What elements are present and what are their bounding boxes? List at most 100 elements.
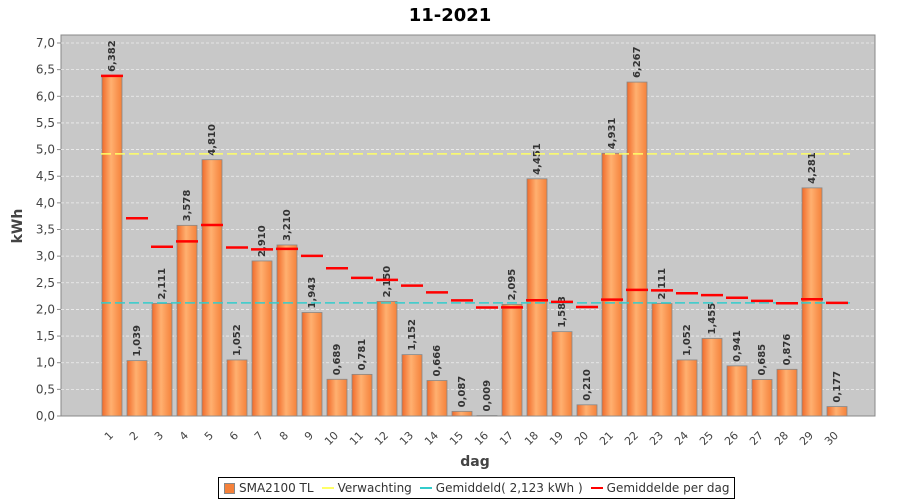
legend-label: Gemiddeld( 2,123 kWh ) (435, 481, 583, 495)
y-tick-label: 6,0 (36, 89, 55, 103)
legend-label: SMA2100 TL (239, 481, 314, 495)
data-label: 0,781 (357, 339, 368, 371)
x-tick-label: 9 (302, 429, 316, 443)
data-label: 1,943 (307, 277, 318, 309)
y-axis-label: kWh (10, 209, 26, 244)
data-label: 0,689 (332, 344, 343, 376)
data-label: 2,095 (507, 269, 518, 301)
bar-day-21 (601, 152, 623, 417)
bar-day-25 (701, 338, 723, 417)
y-tick-label: 7,0 (36, 36, 55, 50)
data-label: 2,111 (657, 268, 668, 300)
legend-label: Verwachting (337, 481, 412, 495)
y-tick-label: 6,5 (36, 63, 55, 77)
data-label: 2,150 (382, 266, 393, 298)
bar-day-16 (476, 415, 498, 417)
y-tick-label: 3,5 (36, 223, 55, 237)
y-tick-label: 4,5 (36, 169, 55, 183)
bar-day-23 (651, 303, 673, 417)
bar-day-22 (626, 81, 648, 417)
bar-day-20 (576, 404, 598, 417)
x-tick-label: 6 (227, 429, 241, 443)
bar-day-1 (101, 75, 123, 417)
y-tick-label: 0,0 (36, 409, 55, 423)
x-tick-label: 22 (622, 429, 641, 448)
y-tick-label: 1,5 (36, 329, 55, 343)
data-label: 6,382 (107, 40, 118, 72)
data-label: 0,177 (832, 371, 843, 403)
x-tick-label: 21 (597, 429, 616, 448)
bar-day-11 (351, 373, 373, 417)
data-label: 1,455 (707, 303, 718, 335)
bar-day-17 (501, 303, 523, 417)
bar-day-27 (751, 379, 773, 417)
legend-item-average: Gemiddeld( 2,123 kWh ) (419, 481, 583, 495)
data-label: 0,876 (782, 334, 793, 366)
x-tick-label: 11 (347, 429, 366, 448)
data-label: 0,210 (582, 369, 593, 401)
data-label: 1,052 (232, 324, 243, 356)
y-tick-label: 1,0 (36, 356, 55, 370)
y-tick-label: 0,5 (36, 382, 55, 396)
bar-day-9 (301, 312, 323, 417)
x-tick-label: 27 (747, 429, 766, 448)
y-tick-label: 2,5 (36, 276, 55, 290)
bar-day-3 (151, 303, 173, 417)
data-label: 1,583 (557, 296, 568, 328)
x-tick-label: 23 (647, 429, 666, 448)
data-label: 4,281 (807, 152, 818, 184)
data-label: 0,685 (757, 344, 768, 376)
bar-day-19 (551, 331, 573, 417)
data-label: 0,087 (457, 376, 468, 408)
bar-day-24 (676, 359, 698, 417)
legend-swatch-average (419, 487, 432, 489)
x-tick-label: 14 (422, 429, 441, 448)
legend-swatch-bars (224, 482, 235, 494)
y-tick-label: 2,0 (36, 302, 55, 316)
data-label: 1,039 (132, 325, 143, 357)
x-tick-label: 3 (152, 429, 166, 443)
bar-day-4 (176, 224, 198, 417)
bar-day-29 (801, 187, 823, 417)
legend-swatch-daily-average (590, 487, 603, 489)
bar-day-10 (326, 378, 348, 417)
data-label: 3,210 (282, 209, 293, 241)
bar-day-8 (276, 244, 298, 417)
x-tick-label: 16 (472, 429, 491, 448)
data-label: 0,009 (482, 380, 493, 412)
legend-item-daily-average: Gemiddelde per dag (590, 481, 729, 495)
x-tick-label: 30 (822, 429, 841, 448)
bar-day-28 (776, 368, 798, 417)
data-label: 0,666 (432, 345, 443, 377)
x-tick-label: 26 (722, 429, 741, 448)
y-tick-label: 5,5 (36, 116, 55, 130)
chart-title: 11-2021 (409, 5, 492, 26)
x-tick-label: 13 (397, 429, 416, 448)
data-label: 4,810 (207, 124, 218, 156)
data-label: 2,910 (257, 225, 268, 257)
x-tick-label: 19 (547, 429, 566, 448)
bar-day-7 (251, 260, 273, 417)
bar-day-14 (426, 380, 448, 417)
x-tick-label: 17 (497, 429, 516, 448)
data-label: 4,451 (532, 143, 543, 175)
x-axis-label: dag (460, 454, 490, 470)
x-tick-label: 8 (277, 429, 291, 443)
legend: SMA2100 TL Verwachting Gemiddeld( 2,123 … (218, 477, 736, 499)
data-label: 4,931 (607, 118, 618, 150)
x-tick-label: 29 (797, 429, 816, 448)
bar-day-30 (826, 406, 848, 417)
y-tick-label: 5,0 (36, 143, 55, 157)
bar-day-12 (376, 301, 398, 417)
bar-day-26 (726, 365, 748, 417)
data-label: 0,941 (732, 330, 743, 362)
data-label: 1,052 (682, 324, 693, 356)
data-label: 2,111 (157, 268, 168, 300)
y-tick-label: 4,0 (36, 196, 55, 210)
x-tick-label: 25 (697, 429, 716, 448)
x-tick-label: 15 (447, 429, 466, 448)
legend-item-expectation: Verwachting (321, 481, 412, 495)
bar-day-2 (126, 360, 148, 417)
data-label: 3,578 (182, 190, 193, 222)
